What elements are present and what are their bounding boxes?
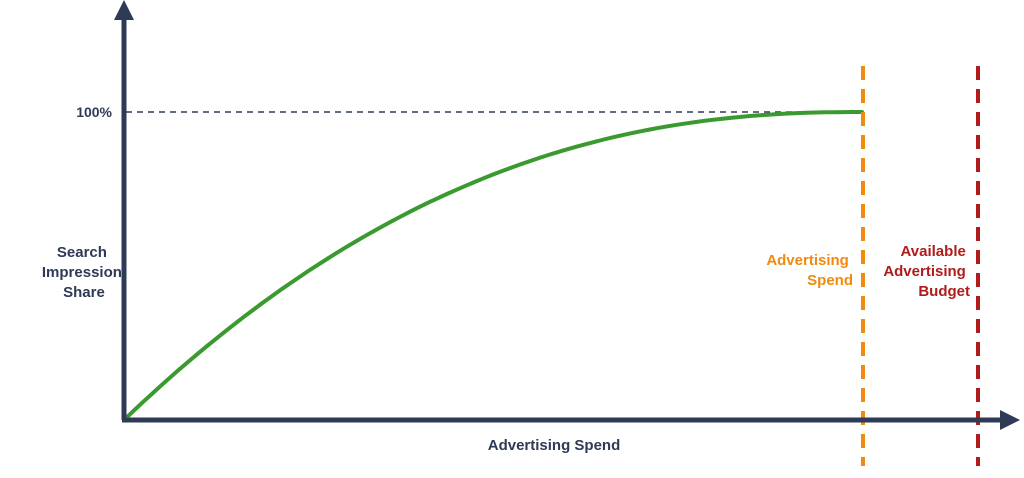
- advertising-spend-label-line-2: Spend: [807, 272, 853, 289]
- x-axis-arrow-icon: [1000, 410, 1020, 430]
- advertising-spend-label: Advertising Spend: [766, 252, 853, 289]
- y-axis-label-line-3: Share: [63, 284, 105, 301]
- available-budget-label-line-2: Advertising: [883, 263, 966, 280]
- y-axis-label-line-1: Search: [57, 244, 107, 261]
- y-axis-label: Search Impression Share: [42, 244, 126, 301]
- y-axis-label-line-2: Impression: [42, 264, 122, 281]
- available-budget-label-line-3: Budget: [918, 283, 970, 300]
- available-budget-label-line-1: Available: [901, 243, 966, 260]
- impression-share-curve: [122, 110, 864, 422]
- y-tick-100-percent: 100%: [76, 104, 112, 120]
- x-axis-label: Advertising Spend: [488, 437, 621, 454]
- advertising-spend-label-line-1: Advertising: [766, 252, 849, 269]
- y-axis-arrow-icon: [114, 0, 134, 20]
- available-budget-label: Available Advertising Budget: [883, 243, 970, 300]
